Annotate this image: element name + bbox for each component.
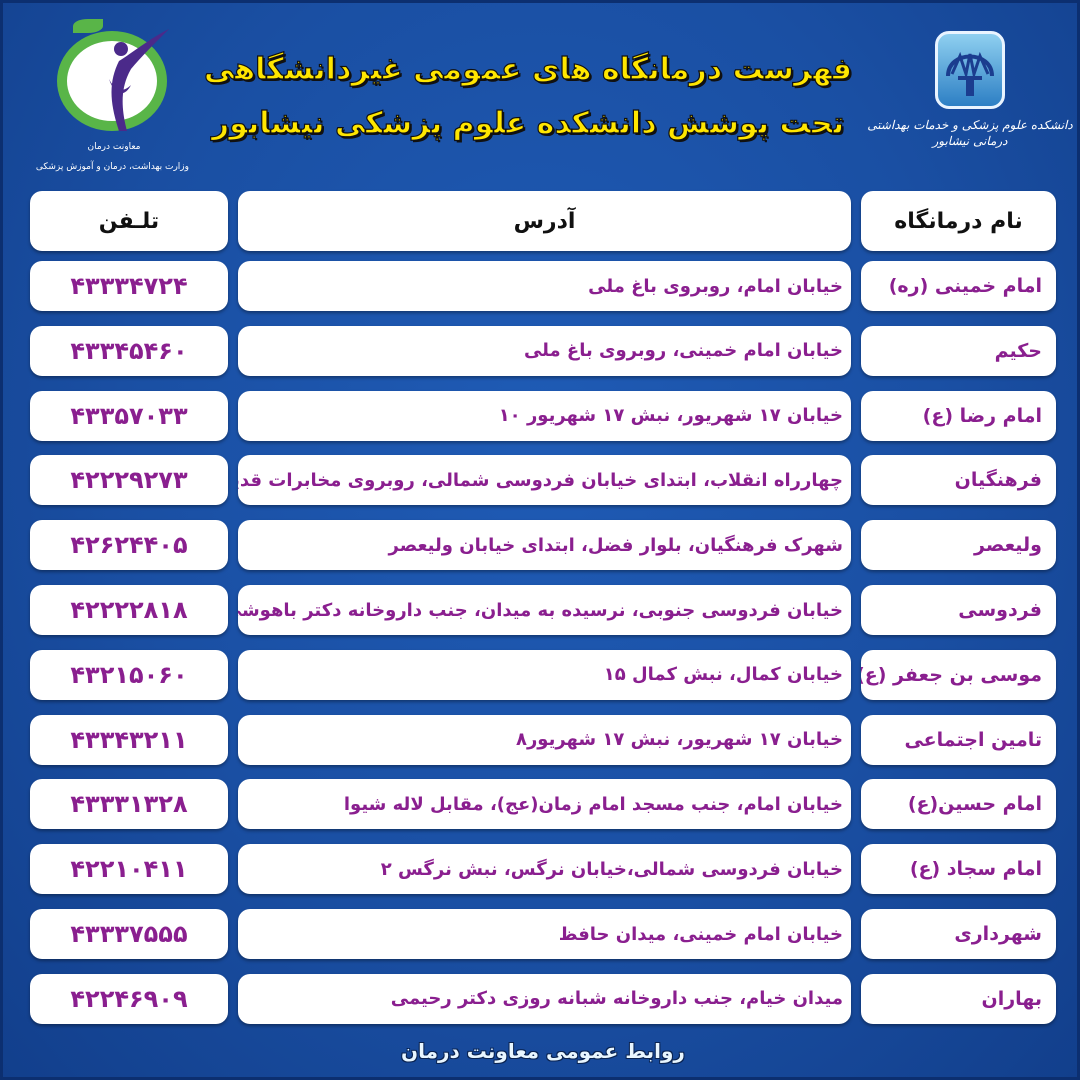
- clinic-address: خیابان ۱۷ شهریور، نبش ۱۷ شهریور ۱۰: [238, 390, 851, 441]
- clinic-name: امام حسین(ع): [861, 779, 1056, 830]
- torch-icon: [946, 51, 994, 96]
- clinic-address: میدان خیام، جنب داروخانه شبانه روزی دکتر…: [238, 973, 851, 1024]
- clinic-address: خیابان ۱۷ شهریور، نبش ۱۷ شهریور۸: [238, 714, 851, 765]
- clinic-name: حکیم: [861, 325, 1056, 376]
- clinic-phone: ۴۲۶۲۴۴۰۵: [30, 520, 228, 571]
- clinic-name: فرهنگیان: [861, 455, 1056, 506]
- clinic-address: خیابان امام خمینی، میدان حافظ: [238, 909, 851, 959]
- human-figure-icon: [109, 29, 169, 131]
- clinic-address: خیابان امام، روبروی باغ ملی: [238, 261, 851, 311]
- clinic-phone: ۴۲۲۴۶۹۰۹: [30, 973, 228, 1024]
- university-name: دانشکده علوم پزشکی و خدمات بهداشتی درمان…: [867, 118, 1073, 148]
- page-title: فهرست درمانگاه های عمومی غیردانشگاهی تحت…: [203, 43, 853, 151]
- clinic-name: تامین اجتماعی: [861, 714, 1056, 765]
- clinic-phone: ۴۲۲۱۰۴۱۱: [30, 844, 228, 895]
- clinic-address: خیابان فردوسی جنوبی، نرسیده به میدان، جن…: [238, 585, 851, 635]
- clinic-phone: ۴۲۲۲۲۸۱۸: [30, 585, 228, 635]
- header-address: آدرس: [238, 191, 851, 251]
- clinic-address: شهرک فرهنگیان، بلوار فضل، ابتدای خیابان …: [238, 520, 851, 571]
- clinic-name: موسی بن جعفر (ع): [861, 649, 1056, 700]
- clinic-phone: ۴۳۳۳۴۷۲۴: [30, 261, 228, 311]
- left-logo-caption-2: وزارت بهداشت، درمان و آموزش پزشکی: [35, 162, 189, 172]
- clinic-name: بهاران: [861, 973, 1056, 1024]
- clinic-address: خیابان فردوسی شمالی،خیابان نرگس، نبش نرگ…: [238, 844, 851, 895]
- clinic-phone: ۴۳۳۵۷۰۳۳: [30, 390, 228, 441]
- clinic-address: خیابان کمال، نبش کمال ۱۵: [238, 649, 851, 700]
- header-clinic-name: نام درمانگاه: [861, 191, 1056, 251]
- clinic-phone: ۴۳۳۴۵۴۶۰: [30, 325, 228, 376]
- ministry-logo: معاونت درمان وزارت بهداشت، درمان و آموزش…: [35, 11, 189, 186]
- leaf-icon: [73, 19, 103, 33]
- clinic-address: خیابان امام، جنب مسجد امام زمان(عج)، مقا…: [238, 779, 851, 830]
- clinic-name: امام رضا (ع): [861, 390, 1056, 441]
- title-line-2: تحت پوشش دانشکده علوم پزشکی نیشابور: [211, 105, 845, 141]
- clinic-address: خیابان امام خمینی، روبروی باغ ملی: [238, 325, 851, 376]
- shield-emblem: [935, 31, 1005, 109]
- clinic-name: امام خمینی (ره): [861, 261, 1056, 311]
- clinic-name: شهرداری: [861, 909, 1056, 959]
- clinic-phone: ۴۳۳۴۳۲۱۱: [30, 714, 228, 765]
- title-line-1: فهرست درمانگاه های عمومی غیردانشگاهی: [203, 51, 852, 87]
- university-logo: دانشکده علوم پزشکی و خدمات بهداشتی درمان…: [865, 27, 1075, 177]
- footer-credit: روابط عمومی معاونت درمان: [401, 1039, 685, 1063]
- clinic-name: امام سجاد (ع): [861, 844, 1056, 895]
- clinic-name: فردوسی: [861, 585, 1056, 635]
- clinic-phone: ۴۳۳۳۱۳۲۸: [30, 779, 228, 830]
- left-logo-caption-1: معاونت درمان: [87, 142, 141, 152]
- clinic-phone: ۴۳۳۳۷۵۵۵: [30, 909, 228, 959]
- clinic-phone: ۴۳۲۱۵۰۶۰: [30, 649, 228, 700]
- header-phone: تلـفن: [30, 191, 228, 251]
- clinic-address: چهارراه انقلاب، ابتدای خیابان فردوسی شما…: [238, 455, 851, 506]
- clinic-phone: ۴۲۲۲۹۲۷۳: [30, 455, 228, 506]
- clinic-name: ولیعصر: [861, 520, 1056, 571]
